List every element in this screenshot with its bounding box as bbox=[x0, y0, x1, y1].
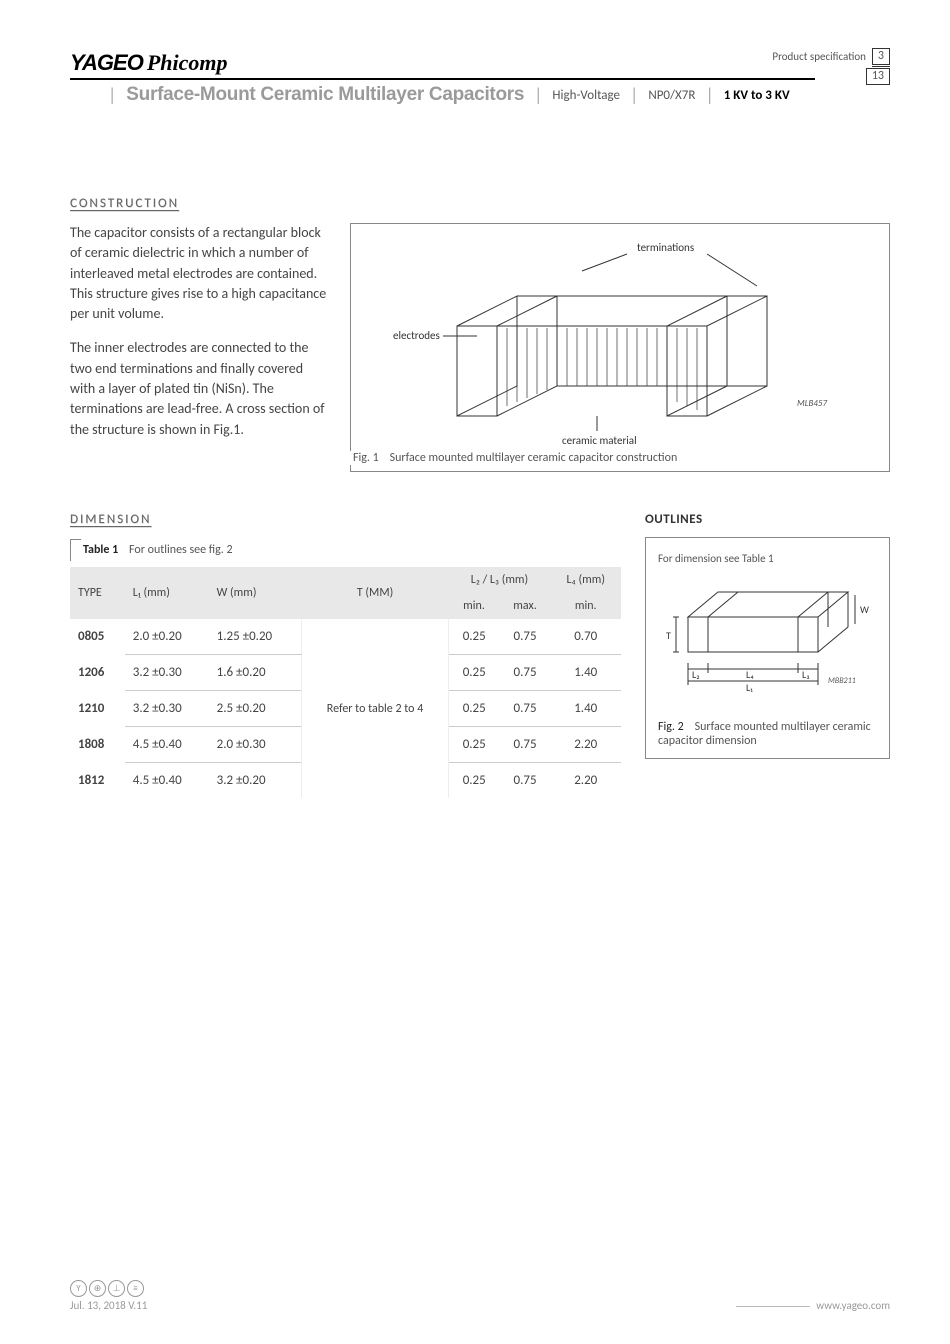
brand-yageo: YAGEO bbox=[70, 50, 143, 76]
outlines-note: For dimension see Table 1 bbox=[658, 552, 877, 565]
fig2-caption: Fig. 2 Surface mounted multilayer cerami… bbox=[658, 720, 877, 748]
dimension-table: TYPE L₁ (mm) W (mm) T (MM) L₂ / L₃ (mm) … bbox=[70, 567, 621, 798]
subheader: | Surface-Mount Ceramic Multilayer Capac… bbox=[70, 84, 890, 106]
svg-text:L₄: L₄ bbox=[746, 668, 754, 681]
cert-icon: Y bbox=[70, 1280, 87, 1297]
footer-left: Y ⊕ ⊥ ≡ Jul. 13, 2018 V.11 bbox=[70, 1280, 147, 1312]
fig1-caption: Fig. 1 Surface mounted multilayer cerami… bbox=[347, 451, 683, 465]
col-l1: L₁ (mm) bbox=[125, 567, 209, 619]
footer-date: Jul. 13, 2018 V.11 bbox=[70, 1299, 147, 1312]
refer-cell: Refer to table 2 to 4 bbox=[302, 619, 449, 798]
svg-text:L₂: L₂ bbox=[692, 668, 700, 681]
col-w: W (mm) bbox=[209, 567, 302, 619]
brand-row: YAGEO Phicomp bbox=[70, 50, 890, 76]
col-l4: L₄ (mm) bbox=[551, 567, 621, 593]
figure-2-box: For dimension see Table 1 bbox=[645, 537, 890, 759]
content: CONSTRUCTION The capacitor consists of a… bbox=[70, 196, 890, 798]
page-num: 3 bbox=[872, 48, 890, 65]
seg-high-voltage: High-Voltage bbox=[552, 88, 620, 103]
label-ceramic: ceramic material bbox=[562, 434, 637, 447]
col-type: TYPE bbox=[70, 567, 125, 619]
footer-url: www.yageo.com bbox=[736, 1299, 890, 1312]
svg-text:MBB211: MBB211 bbox=[828, 676, 856, 686]
dimension-section: DIMENSION Table 1 For outlines see fig. … bbox=[70, 512, 890, 798]
table-row: 0805 2.0 ±0.20 1.25 ±0.20 Refer to table… bbox=[70, 619, 621, 655]
page-meta: Product specification 3 13 bbox=[772, 48, 890, 85]
svg-text:W: W bbox=[860, 603, 869, 616]
figure-1-box: terminations electrodes ceramic material… bbox=[350, 223, 890, 472]
label-figcode: MLB457 bbox=[797, 398, 827, 409]
doc-title: Surface-Mount Ceramic Multilayer Capacit… bbox=[126, 84, 524, 106]
table1-caption: Table 1 For outlines see fig. 2 bbox=[70, 539, 621, 561]
col-l23: L₂ / L₃ (mm) bbox=[448, 567, 550, 593]
cert-icons: Y ⊕ ⊥ ≡ bbox=[70, 1280, 147, 1297]
cert-icon: ⊕ bbox=[89, 1280, 106, 1297]
svg-text:T: T bbox=[666, 629, 671, 642]
outlines-title: OUTLINES bbox=[645, 512, 890, 527]
outlines-section: OUTLINES For dimension see Table 1 bbox=[645, 512, 890, 759]
col-t: T (MM) bbox=[302, 567, 449, 619]
brand-phicomp: Phicomp bbox=[147, 50, 228, 76]
label-electrodes: electrodes bbox=[393, 329, 440, 342]
cert-icon: ⊥ bbox=[108, 1280, 125, 1297]
capacitor-construction-svg: terminations electrodes ceramic material… bbox=[367, 236, 867, 456]
col-l4-min: min. bbox=[551, 593, 621, 619]
spec-label: Product specification bbox=[772, 50, 866, 63]
label-terminations: terminations bbox=[637, 241, 694, 254]
page-header: YAGEO Phicomp | Surface-Mount Ceramic Mu… bbox=[70, 50, 890, 106]
svg-text:L₁: L₁ bbox=[746, 681, 753, 694]
cert-icon: ≡ bbox=[127, 1280, 144, 1297]
col-l23-max: max. bbox=[500, 593, 551, 619]
dimension-heading: DIMENSION bbox=[70, 512, 621, 527]
construction-text: The capacitor consists of a rectangular … bbox=[70, 223, 330, 454]
seg-dielectric: NP0/X7R bbox=[648, 88, 695, 103]
capacitor-outline-svg: T W L₂ L₄ L₃ L₁ MBB211 bbox=[658, 577, 873, 707]
col-l23-min: min. bbox=[448, 593, 499, 619]
page-footer: Y ⊕ ⊥ ≡ Jul. 13, 2018 V.11 www.yageo.com bbox=[70, 1280, 890, 1312]
construction-section: The capacitor consists of a rectangular … bbox=[70, 223, 890, 472]
dimension-left: DIMENSION Table 1 For outlines see fig. … bbox=[70, 512, 621, 798]
seg-voltage-range: 1 KV to 3 KV bbox=[724, 88, 790, 103]
construction-p2: The inner electrodes are connected to th… bbox=[70, 338, 330, 439]
page-total: 13 bbox=[866, 68, 890, 85]
brand-underline bbox=[70, 78, 815, 80]
svg-text:L₃: L₃ bbox=[802, 668, 810, 681]
construction-p1: The capacitor consists of a rectangular … bbox=[70, 223, 330, 324]
construction-heading: CONSTRUCTION bbox=[70, 196, 890, 211]
